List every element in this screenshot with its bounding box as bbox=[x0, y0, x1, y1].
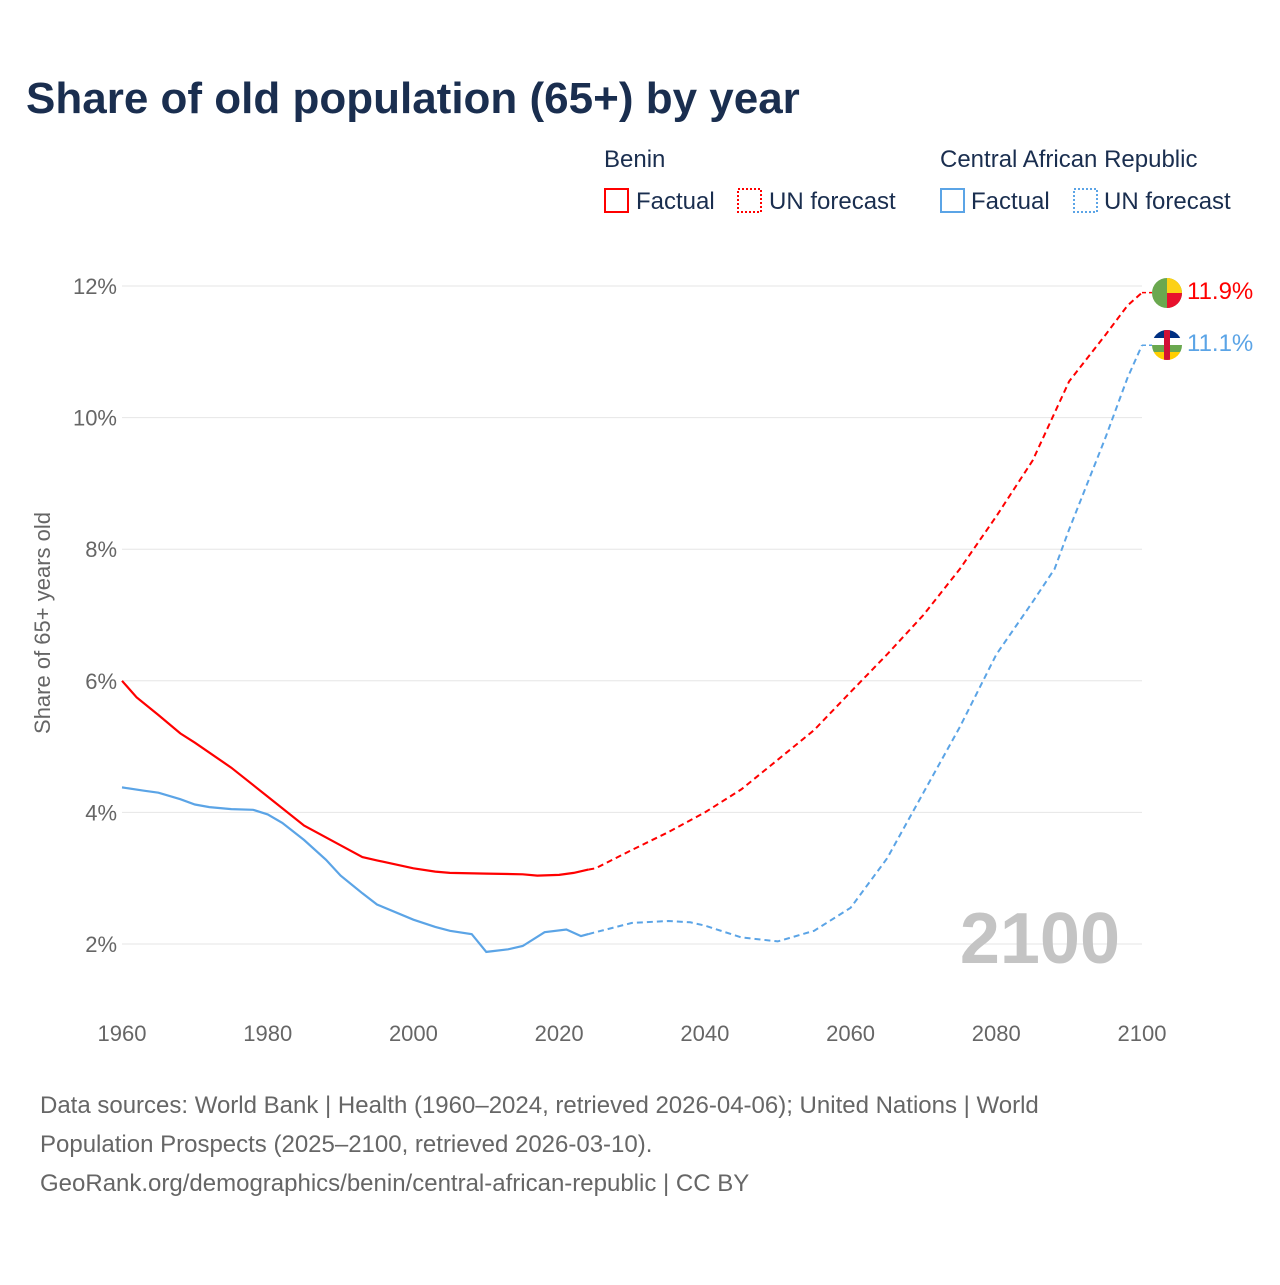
source-link[interactable]: GeoRank.org/demographics/benin/central-a… bbox=[40, 1170, 749, 1197]
y-axis-label: Share of 65+ years old bbox=[30, 512, 55, 734]
x-tick-label: 2080 bbox=[972, 1021, 1021, 1046]
legend-swatch-benin-factual bbox=[604, 188, 629, 213]
x-tick-label: 2060 bbox=[826, 1021, 875, 1046]
x-tick-label: 2040 bbox=[680, 1021, 729, 1046]
legend-group-car: Central African Republic bbox=[940, 146, 1197, 173]
legend-label-car-factual[interactable]: Factual bbox=[971, 188, 1050, 215]
x-tick-label: 2100 bbox=[1118, 1021, 1167, 1046]
legend-swatch-car-forecast bbox=[1073, 188, 1098, 213]
flag-benin-icon bbox=[1152, 278, 1182, 308]
legend-group-benin: Benin bbox=[604, 146, 665, 173]
y-tick-label: 10% bbox=[73, 406, 117, 431]
end-label-car: 11.1% bbox=[1187, 330, 1253, 357]
series-line-benin-forecast[interactable] bbox=[588, 291, 1143, 871]
source-line-2: Population Prospects (2025–2100, retriev… bbox=[40, 1131, 652, 1158]
series-line-car-factual[interactable] bbox=[121, 786, 589, 954]
legend-swatch-benin-forecast bbox=[737, 188, 762, 213]
legend-label-car-forecast[interactable]: UN forecast bbox=[1104, 188, 1231, 215]
series-line-car-forecast[interactable] bbox=[588, 344, 1143, 943]
legend-label-benin-factual[interactable]: Factual bbox=[636, 188, 715, 215]
x-tick-label: 2000 bbox=[389, 1021, 438, 1046]
flag-central-african-republic-icon bbox=[1152, 330, 1182, 360]
legend: Benin Factual UN forecast Central Africa… bbox=[604, 146, 1231, 215]
chart-title: Share of old population (65+) by year bbox=[26, 74, 800, 123]
year-watermark: 2100 bbox=[960, 899, 1120, 979]
end-label-benin: 11.9% bbox=[1187, 278, 1253, 305]
y-tick-label: 2% bbox=[85, 932, 117, 957]
source-note: Data sources: World Bank | Health (1960–… bbox=[40, 1092, 1039, 1197]
y-tick-label: 6% bbox=[85, 669, 117, 694]
y-tick-label: 12% bbox=[73, 274, 117, 299]
y-tick-label: 4% bbox=[85, 800, 117, 825]
source-line-1: Data sources: World Bank | Health (1960–… bbox=[40, 1092, 1039, 1119]
x-tick-label: 2020 bbox=[535, 1021, 584, 1046]
x-tick-label: 1960 bbox=[98, 1021, 147, 1046]
series-line-benin-factual[interactable] bbox=[121, 680, 589, 877]
legend-swatch-car-factual bbox=[940, 188, 965, 213]
legend-label-benin-forecast[interactable]: UN forecast bbox=[769, 188, 896, 215]
x-tick-label: 1980 bbox=[243, 1021, 292, 1046]
y-tick-label: 8% bbox=[85, 537, 117, 562]
